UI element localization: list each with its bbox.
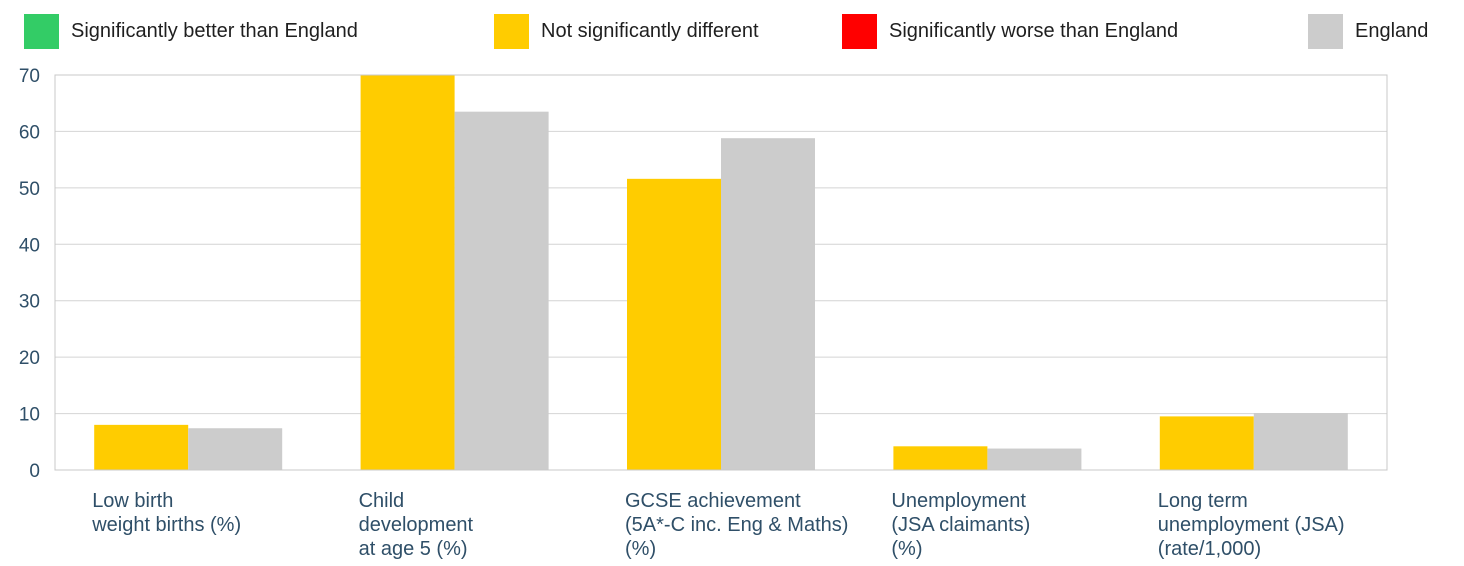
bar	[454, 111, 549, 470]
y-tick-label: 40	[19, 235, 40, 256]
legend-label-england: England	[1355, 19, 1429, 42]
bar	[94, 424, 189, 470]
legend-label-not-different: Not significantly different	[541, 19, 759, 42]
bar	[360, 75, 455, 470]
bar	[721, 138, 815, 470]
y-tick-label: 20	[19, 348, 40, 369]
legend-item-not-different: Not significantly different	[494, 13, 759, 49]
x-category-label: GCSE achievement (5A*-C inc. Eng & Maths)…	[625, 490, 848, 560]
legend-label-worse: Significantly worse than England	[889, 19, 1179, 42]
y-tick-label: 10	[19, 405, 40, 426]
bar	[188, 428, 283, 470]
plot-frame	[54, 74, 1388, 471]
x-category-label: Unemployment (JSA claimants) (%)	[891, 490, 1030, 560]
bar	[627, 178, 721, 471]
legend-item-england: England	[1308, 13, 1428, 49]
chart-legend: Significantly better than England Not si…	[0, 0, 1464, 62]
bars	[94, 75, 1348, 471]
legend-swatch-england	[1308, 13, 1343, 49]
y-axis-ticks: 0 10 20 30 40 50 60 70	[19, 66, 40, 482]
y-tick-label: 0	[29, 461, 40, 482]
x-axis-labels: Low birth weight births (%) Child developme…	[91, 490, 1344, 560]
bar	[1253, 413, 1348, 470]
x-category-label: Low birth weight births (%)	[91, 490, 241, 536]
y-tick-label: 60	[19, 122, 40, 143]
y-tick-label: 30	[19, 292, 40, 313]
bar	[1159, 416, 1254, 470]
y-tick-label: 70	[19, 66, 40, 87]
x-category-label: Child development at age 5 (%)	[359, 490, 474, 560]
legend-item-better: Significantly better than England	[24, 13, 358, 49]
legend-swatch-better	[24, 13, 59, 49]
legend-swatch-not-different	[494, 13, 529, 49]
bar	[893, 446, 988, 470]
bar	[987, 448, 1082, 470]
x-category-label: Long term unemployment (JSA) (rate/1,000)	[1158, 490, 1345, 560]
legend-swatch-worse	[842, 13, 877, 49]
legend-item-worse: Significantly worse than England	[842, 13, 1178, 49]
legend-label-better: Significantly better than England	[71, 19, 358, 42]
y-tick-label: 50	[19, 179, 40, 200]
